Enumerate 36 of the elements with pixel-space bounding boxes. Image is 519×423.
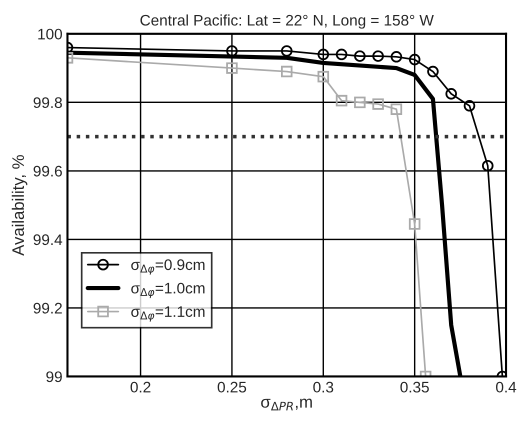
point [408, 54, 420, 66]
legend-label: σ$_{Δφ}$=0.9cm [131, 259, 204, 275]
point [390, 51, 402, 63]
point [372, 50, 384, 62]
point [372, 98, 384, 110]
x-tick-label: 0.25 [218, 382, 246, 393]
y-tick-label: 100 [38, 28, 62, 40]
point [336, 48, 348, 60]
point [445, 88, 457, 100]
point [408, 218, 420, 230]
point [318, 48, 330, 60]
y-tick-label: 99.8 [34, 97, 62, 108]
x-tick-label: 0.35 [400, 382, 429, 393]
y-tick-label: 99 [46, 371, 62, 382]
point [354, 96, 366, 108]
point [390, 103, 402, 115]
point [482, 160, 494, 172]
point [464, 100, 476, 112]
point [280, 45, 293, 57]
legend-label: σ$_{Δφ}$=1.1cm [131, 306, 204, 322]
x-tick-label: 0.4 [496, 382, 516, 393]
y-axis-title: Availability, % [12, 155, 28, 256]
y-tick-label: 99.2 [34, 302, 62, 314]
point [427, 66, 439, 78]
y-tick-label: 99.6 [34, 166, 62, 177]
y-tick-label: 99.4 [34, 234, 62, 246]
chart-title: Central Pacific: Lat = 22° N, Long = 158° W [140, 14, 434, 29]
x-tick-label: 0.3 [313, 382, 334, 393]
point [226, 62, 238, 74]
point [336, 94, 348, 106]
point [354, 50, 366, 62]
x-axis-title: σ$_{ΔPR}$,m [261, 398, 312, 410]
x-tick-label: 0.2 [130, 382, 150, 393]
point [318, 70, 330, 82]
legend-label: σ$_{Δφ}$=1.0cm [131, 282, 204, 298]
point [280, 66, 293, 78]
